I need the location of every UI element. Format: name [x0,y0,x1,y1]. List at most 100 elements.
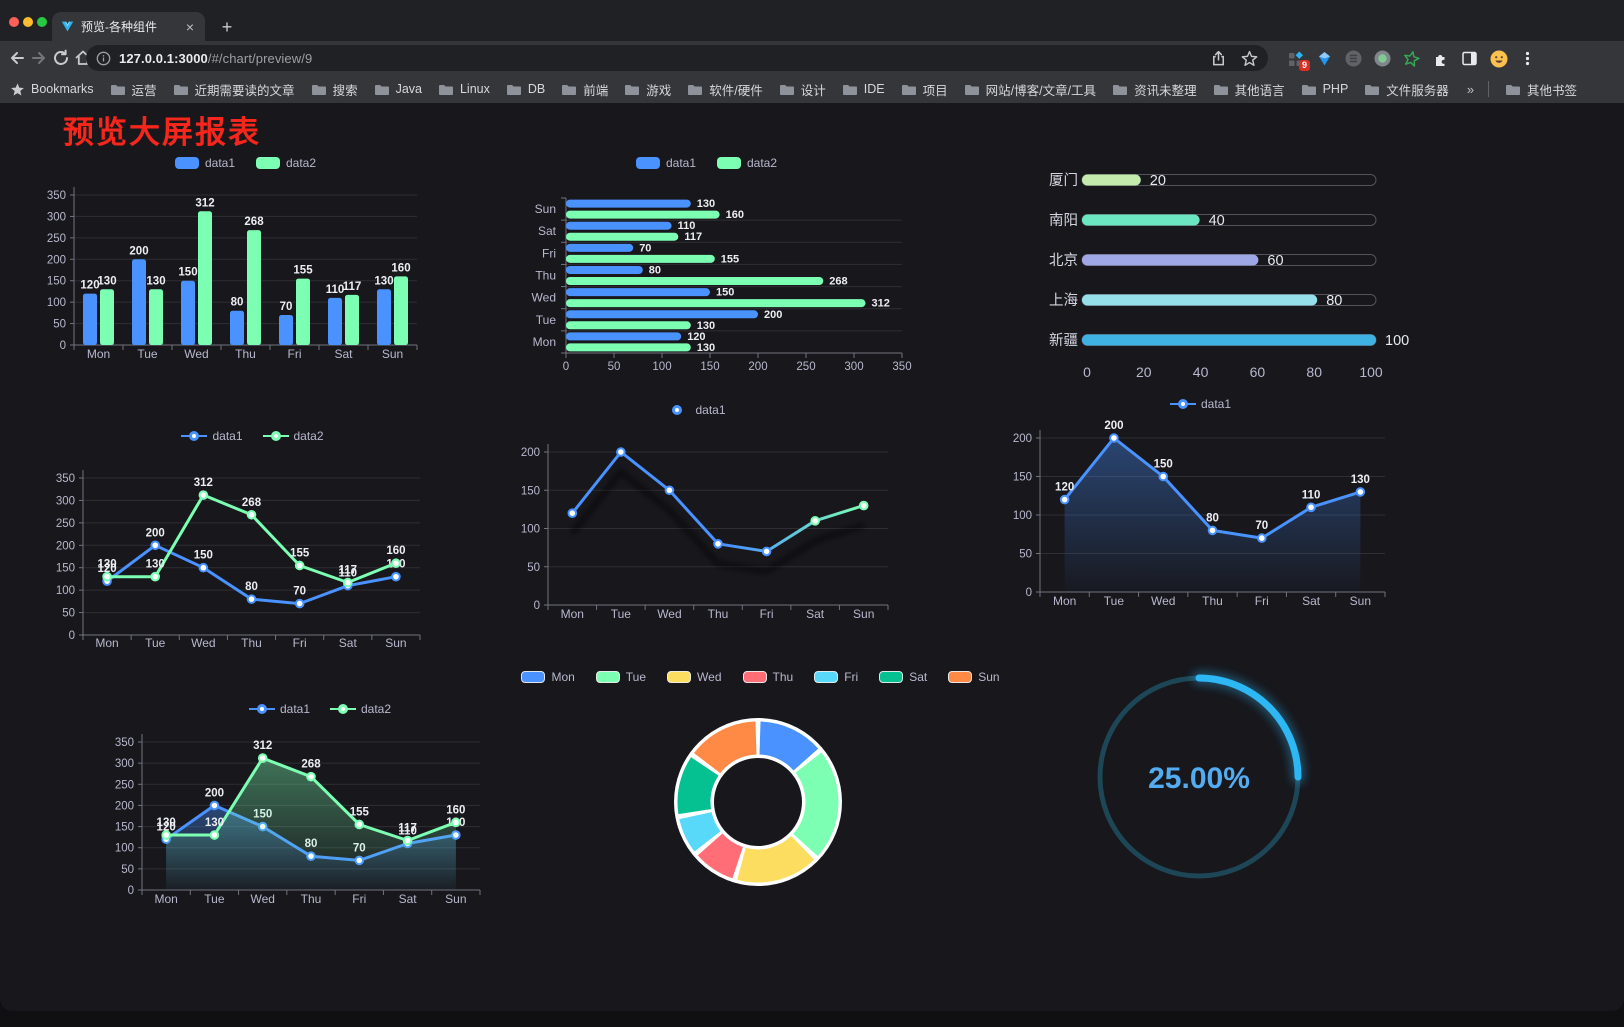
legend-item-Wed[interactable]: Wed [666,670,722,684]
bookmarks-bar: Bookmarks 运营 近期需要读的文章 搜索 Java Linux DB 前端 游戏 软件/… [0,75,1624,103]
svg-text:350: 350 [56,473,75,485]
bookmark-folder[interactable]: 软件/硬件 [687,80,763,99]
svg-text:200: 200 [146,527,165,539]
legend-item-data2[interactable]: data2 [255,156,316,170]
folder-icon [842,84,857,95]
svg-text:130: 130 [697,342,715,354]
svg-text:70: 70 [639,242,651,254]
macos-zoom-button[interactable] [37,17,47,27]
legend-item-Tue[interactable]: Tue [595,670,646,684]
legend-item-data2[interactable]: data2 [330,702,391,716]
svg-text:150: 150 [115,822,134,834]
bookmark-label: 其他语言 [1234,83,1285,98]
extension-gem-icon[interactable] [1316,50,1333,67]
legend-item-data1[interactable]: data1 [1169,397,1231,411]
bookmark-folder[interactable]: 文件服务器 [1364,80,1449,99]
chart-line-gradient: data1 0 50 100 150 200 Mon Tue Wed Thu Fri Sat Sun [495,398,895,633]
site-info-icon[interactable] [96,51,111,66]
extensions-puzzle-icon[interactable] [1432,50,1449,67]
svg-text:120: 120 [157,821,176,833]
browser-menu-icon[interactable] [1519,50,1536,67]
back-icon[interactable] [8,49,26,67]
extension-green-star-icon[interactable] [1403,50,1420,67]
legend-item-data2[interactable]: data2 [716,156,777,170]
folder-icon [311,84,326,95]
legend-item-Mon[interactable]: Mon [520,670,575,684]
extension-circle-green-icon[interactable] [1374,50,1391,67]
bookmark-folder[interactable]: 设计 [779,80,826,99]
legend-item-data1[interactable]: data1 [248,702,310,716]
extension-grid-icon[interactable]: 9 [1287,50,1310,71]
extension-circle-dark-icon[interactable] [1345,50,1362,67]
bookmark-folder[interactable]: IDE [842,82,885,96]
bookmark-folder[interactable]: 网站/博客/文章/工具 [964,80,1096,99]
svg-text:Mon: Mon [1053,594,1076,608]
share-icon[interactable] [1210,50,1227,67]
svg-text:110: 110 [678,220,696,232]
folder-icon [688,84,703,95]
macos-minimize-button[interactable] [23,17,33,27]
svg-text:新疆: 新疆 [1049,332,1078,349]
svg-text:120: 120 [97,563,116,575]
bookmark-folder[interactable]: Linux [438,82,490,96]
bookmark-folder[interactable]: PHP [1301,82,1348,96]
svg-text:350: 350 [47,190,66,202]
side-panel-icon[interactable] [1461,50,1478,67]
bookmark-folder[interactable]: 项目 [901,80,948,99]
svg-text:Thu: Thu [1202,594,1223,608]
svg-text:200: 200 [521,447,540,459]
folder-icon [438,84,453,95]
svg-text:110: 110 [326,284,345,296]
bookmark-folder[interactable]: Java [374,82,422,96]
profile-avatar[interactable] [1490,50,1508,67]
tab-close-icon[interactable]: × [185,18,194,35]
svg-text:40: 40 [1209,213,1225,229]
svg-text:200: 200 [56,540,75,552]
forward-icon[interactable] [30,49,48,67]
legend-item-data2[interactable]: data2 [262,429,324,443]
svg-text:Mon: Mon [154,892,177,906]
bookmarks-star-item[interactable]: Bookmarks [10,82,94,97]
bookmark-folder[interactable]: DB [506,82,545,96]
legend-item-Thu[interactable]: Thu [742,670,793,684]
legend-swatch-icon [667,671,692,683]
svg-text:70: 70 [280,301,293,313]
legend-item-data1[interactable]: data1 [635,156,696,170]
svg-text:268: 268 [244,216,264,228]
bookmark-folder[interactable]: 资讯未整理 [1112,80,1197,99]
chart-legend: data1 [495,398,895,422]
svg-text:Tue: Tue [145,636,166,650]
chart-donut: Mon Tue Wed Thu Fri Sat Sun [521,660,1000,905]
bookmark-star-icon[interactable] [1241,50,1258,67]
legend-item-Fri[interactable]: Fri [813,670,858,684]
legend-item-Sat[interactable]: Sat [878,670,927,684]
svg-text:160: 160 [726,209,744,221]
legend-item-data1[interactable]: data1 [664,403,726,417]
address-bar[interactable]: 127.0.0.1:3000/#/chart/preview/9 [86,45,1268,71]
bookmarks-star-label: Bookmarks [31,82,94,96]
reload-icon[interactable] [52,49,70,67]
bookmarks-overflow-icon[interactable]: » [1466,81,1475,97]
bookmark-label: 资讯未整理 [1134,83,1197,98]
legend-swatch-icon [948,671,973,683]
macos-close-button[interactable] [9,17,19,27]
tab-title: 预览-各种组件 [81,20,157,34]
bookmark-folder[interactable]: 运营 [110,80,157,99]
svg-text:130: 130 [697,320,715,332]
legend-item-data1[interactable]: data1 [174,156,235,170]
other-bookmarks-folder[interactable]: 其他书签 [1505,80,1577,99]
svg-text:150: 150 [1013,472,1032,484]
new-tab-button[interactable]: + [221,16,233,37]
folder-icon [506,84,521,95]
bookmark-folder[interactable]: 前端 [561,80,608,99]
svg-text:Sun: Sun [1350,594,1371,608]
bookmark-folder[interactable]: 搜索 [311,80,358,99]
browser-tab[interactable]: 预览-各种组件 × [52,12,205,41]
legend-label: Sat [909,670,928,684]
svg-text:80: 80 [1326,293,1342,309]
bookmark-folder[interactable]: 其他语言 [1213,80,1285,99]
legend-item-Sun[interactable]: Sun [947,670,1000,684]
bookmark-folder[interactable]: 游戏 [624,80,671,99]
legend-item-data1[interactable]: data1 [181,429,243,443]
bookmark-folder[interactable]: 近期需要读的文章 [173,80,295,99]
